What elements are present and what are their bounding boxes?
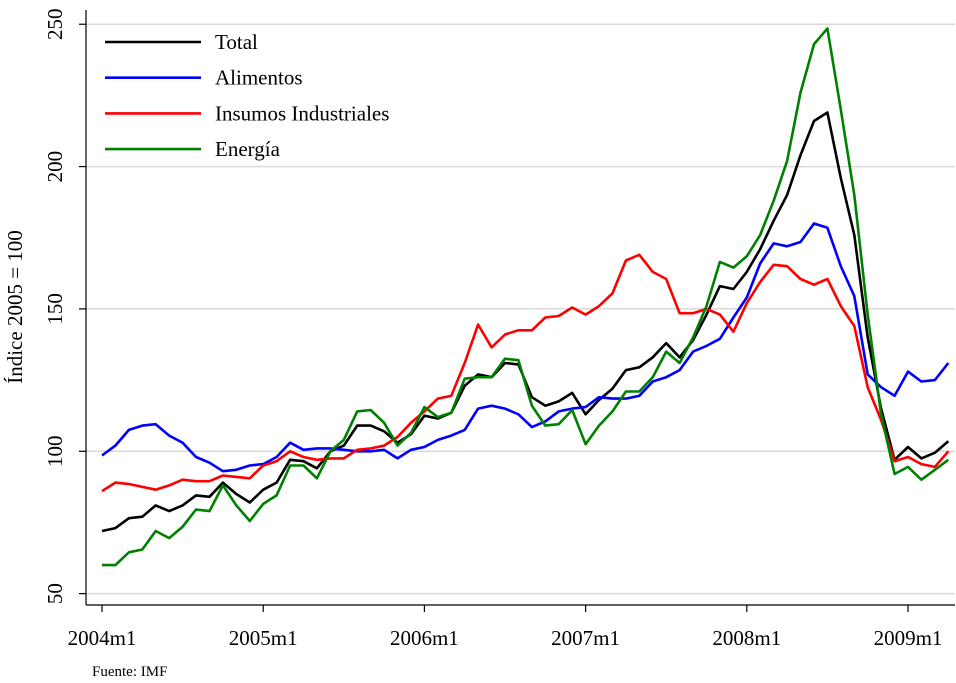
legend-label: Alimentos <box>215 66 303 90</box>
legend-label: Total <box>215 30 258 54</box>
x-tick-label: 2005m1 <box>229 626 298 650</box>
y-tick-label: 250 <box>43 8 67 40</box>
x-tick-label: 2006m1 <box>390 626 459 650</box>
x-tick-label: 2007m1 <box>551 626 620 650</box>
legend-label: Insumos Industriales <box>215 101 389 125</box>
x-tick-label: 2004m1 <box>68 626 137 650</box>
x-tick-label: 2008m1 <box>712 626 781 650</box>
y-tick-label: 50 <box>43 583 67 604</box>
series-line <box>102 27 950 567</box>
y-axis-label: Índice 2005 = 100 <box>3 230 27 384</box>
series-line <box>101 253 950 493</box>
y-tick-label: 100 <box>43 436 67 468</box>
legend-label: Energía <box>215 137 281 161</box>
y-tick-label: 150 <box>43 293 67 325</box>
y-tick-label: 200 <box>43 151 67 183</box>
series-line <box>101 111 950 533</box>
series-line <box>101 222 950 473</box>
x-tick-label: 2009m1 <box>874 626 943 650</box>
source-note: Fuente: IMF <box>92 664 167 680</box>
